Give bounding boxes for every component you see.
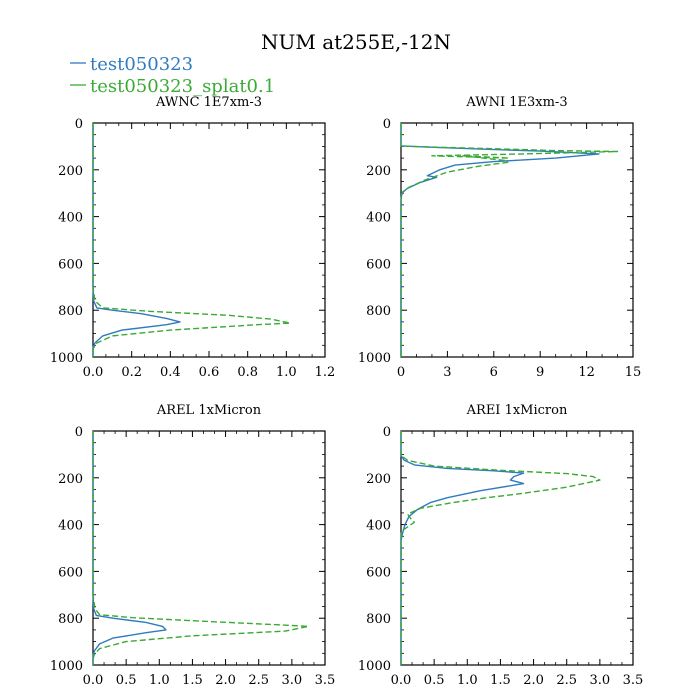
plot-frame [400,122,634,358]
y-tick-label: 0 [383,117,391,132]
x-tick-label: 1.0 [149,673,170,688]
x-tick-label: 2.5 [556,673,577,688]
panel-title: AREI 1xMicron [466,403,568,418]
x-tick-label: 9 [536,365,544,380]
series-line-test050323 [92,123,181,357]
panel-arel: AREL 1xMicron 0.0 0.5 1.0 1.5 2.0 2.5 3.0 3.5 0 20… [50,403,335,688]
y-tick-label: 600 [366,565,391,580]
y-tick-label: 0 [383,425,391,440]
series-line-test050323 [92,431,167,665]
series-line-test050323 [400,431,525,665]
plot-frame [92,430,326,666]
y-tick-label: 1000 [358,659,391,674]
x-tick-label: 0.2 [121,365,142,380]
series-line-test050323-splat0-1 [400,431,601,665]
y-tick-label: 1000 [358,351,391,366]
x-tick-label: 2.0 [215,673,236,688]
x-tick-label: 6 [490,365,498,380]
x-tick-label: 1.5 [182,673,203,688]
series-line-test050323-splat0-1 [92,431,310,665]
legend: test050323 test050323_splat0.1 [70,54,275,97]
x-tick-label: 15 [625,365,642,380]
y-tick-label: 800 [366,304,391,319]
y-tick-label: 600 [366,257,391,272]
x-tick-label: 3.5 [315,673,336,688]
y-tick-label: 600 [58,565,83,580]
x-tick-label: 1.2 [315,365,336,380]
panel-title: AWNI 1E3xm-3 [465,95,567,110]
x-tick-label: 2.0 [523,673,544,688]
y-tick-label: 1000 [50,351,83,366]
x-tick-label: 2.5 [248,673,269,688]
y-tick-label: 400 [58,211,83,226]
y-tick-label: 200 [58,472,83,487]
y-tick-label: 800 [366,612,391,627]
x-tick-label: 3 [443,365,451,380]
panel-awnc: AWNC 1E7xm-3 0.0 0.2 0.4 0.6 0.8 1.0 1.2 0 200 400… [50,95,335,380]
x-tick-label: 3.5 [623,673,644,688]
y-tick-label: 600 [58,257,83,272]
y-tick-label: 0 [75,425,83,440]
plot-frame [92,122,326,358]
y-tick-label: 200 [366,164,391,179]
x-tick-label: 0.0 [391,673,412,688]
y-tick-label: 400 [366,519,391,534]
panel-title: AREL 1xMicron [156,403,262,418]
panel-arei: AREI 1xMicron 0.0 0.5 1.0 1.5 2.0 2.5 3.0 3.5 0 20… [358,403,643,688]
x-tick-label: 0.5 [116,673,137,688]
x-tick-label: 3.0 [590,673,611,688]
legend-label-test050323: test050323 [90,54,193,75]
x-tick-label: 0.0 [83,673,104,688]
y-tick-label: 1000 [50,659,83,674]
series-line-test050323-splat0-1 [400,123,619,357]
figure-title: NUM at255E,-12N [261,30,451,54]
series-line-test050323 [400,123,600,357]
panel-title: AWNC 1E7xm-3 [155,95,262,110]
x-tick-label: 1.0 [276,365,297,380]
x-tick-label: 0.8 [237,365,258,380]
plot-frame [400,430,634,666]
series-line-test050323-splat0-1 [92,123,291,357]
x-tick-label: 12 [578,365,595,380]
x-tick-label: 1.5 [490,673,511,688]
y-tick-label: 400 [58,519,83,534]
panels: AWNC 1E7xm-3 0.0 0.2 0.4 0.6 0.8 1.0 1.2 0 200 400… [50,95,643,688]
x-tick-label: 0 [397,365,405,380]
y-tick-label: 800 [58,612,83,627]
legend-label-test050323-splat: test050323_splat0.1 [90,76,275,97]
y-tick-label: 0 [75,117,83,132]
panel-awni: AWNI 1E3xm-3 0 3 6 9 12 15 0 200 400 600 800 1000 [358,95,641,380]
y-tick-label: 200 [366,472,391,487]
x-tick-label: 0.5 [424,673,445,688]
x-tick-label: 0.0 [83,365,104,380]
y-tick-label: 400 [366,211,391,226]
x-tick-label: 3.0 [282,673,303,688]
y-tick-label: 800 [58,304,83,319]
x-tick-label: 0.6 [199,365,220,380]
x-tick-label: 1.0 [457,673,478,688]
x-tick-label: 0.4 [160,365,181,380]
y-tick-label: 200 [58,164,83,179]
